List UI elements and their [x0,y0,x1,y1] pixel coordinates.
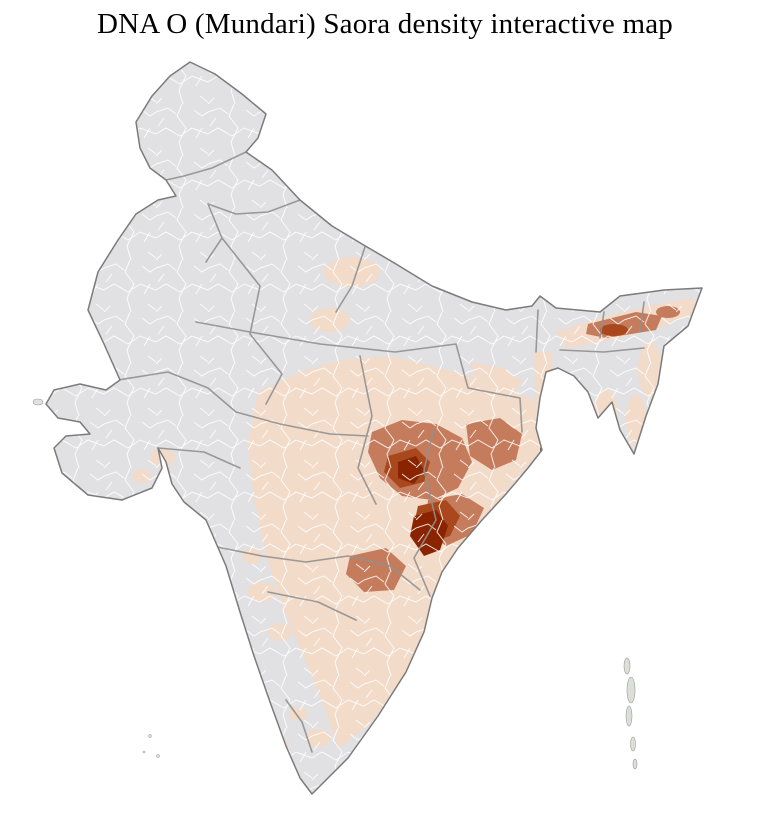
andaman-island[interactable] [626,676,636,704]
andaman-island[interactable] [623,657,631,675]
nicobar-island[interactable] [632,758,638,770]
andaman-islands[interactable] [623,657,638,770]
country-border [45,61,703,795]
lakshadweep-islands[interactable] [142,734,160,758]
lakshadweep-island[interactable] [148,734,152,738]
lakshadweep-island[interactable] [156,754,160,758]
west-coast-islet[interactable] [32,398,44,406]
andaman-island[interactable] [625,705,633,727]
page-title: DNA O (Mundari) Saora density interactiv… [97,8,673,40]
state-borders [117,151,645,753]
nicobar-island[interactable] [630,736,636,752]
special-dark-district[interactable] [540,444,562,466]
lakshadweep-island[interactable] [142,750,146,754]
